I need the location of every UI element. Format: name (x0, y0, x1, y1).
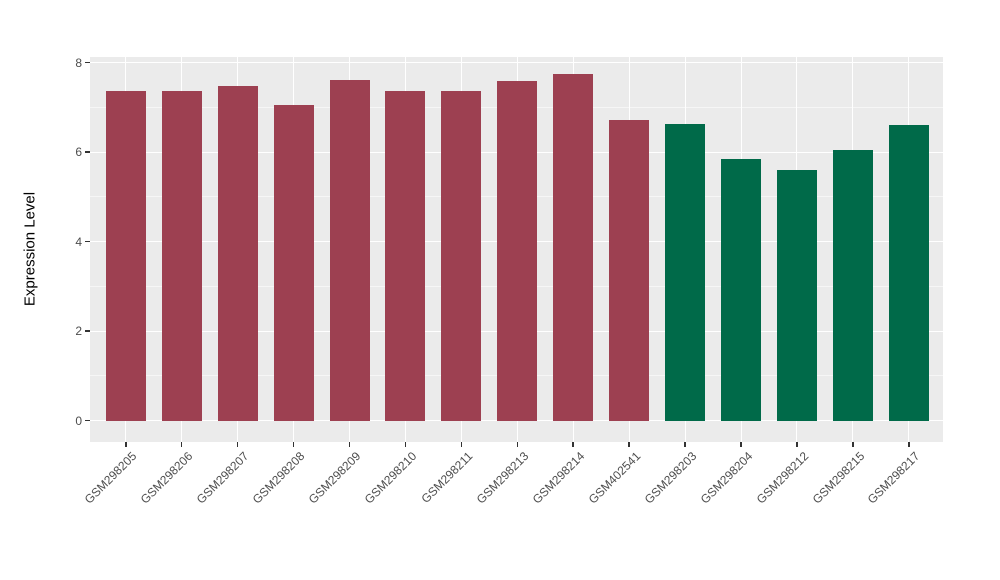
bar-GSM298207 (217, 85, 258, 422)
x-tick-label-GSM298206: GSM298206 (138, 449, 196, 507)
x-tick-label-GSM298217: GSM298217 (865, 449, 923, 507)
bar-GSM298217 (888, 125, 929, 422)
x-tick-mark-GSM298213 (516, 442, 519, 447)
bar-GSM298211 (441, 91, 482, 422)
x-tick-mark-GSM298210 (404, 442, 407, 447)
x-tick-label-GSM298213: GSM298213 (473, 449, 532, 507)
bar-GSM298214 (553, 74, 594, 422)
bar-GSM298205 (105, 90, 146, 422)
y-tick-mark-0 (85, 419, 90, 422)
bar-GSM298210 (385, 90, 426, 422)
bar-GSM298209 (329, 79, 370, 422)
y-tick-mark-8 (85, 61, 90, 64)
x-tick-label-GSM298210: GSM298210 (361, 449, 420, 507)
x-tick-label-GSM298212: GSM298212 (753, 449, 811, 507)
x-tick-mark-GSM298217 (908, 442, 910, 447)
bar-GSM402541 (609, 119, 650, 422)
x-tick-label-GSM402541: GSM402541 (585, 449, 644, 507)
y-axis-title: Expression Level (21, 191, 39, 307)
y-tick-mark-2 (85, 330, 90, 332)
y-tick-label-8: 8 (75, 55, 82, 70)
bar-GSM298213 (497, 80, 538, 422)
gridline-major-y8 (90, 62, 943, 63)
y-tick-label-6: 6 (75, 145, 82, 159)
bar-GSM298208 (273, 105, 314, 422)
x-tick-mark-GSM298203 (684, 442, 686, 447)
x-tick-mark-GSM298215 (852, 442, 854, 447)
x-tick-mark-GSM298208 (292, 442, 295, 447)
x-tick-label-GSM298215: GSM298215 (809, 449, 867, 507)
x-tick-label-GSM298204: GSM298204 (697, 449, 755, 507)
bar-GSM298215 (832, 150, 873, 422)
y-tick-label-2: 2 (75, 324, 82, 338)
x-tick-label-GSM298209: GSM298209 (305, 449, 364, 507)
y-tick-label-4: 4 (75, 234, 82, 249)
x-tick-label-GSM298203: GSM298203 (641, 449, 700, 507)
x-tick-label-GSM298211: GSM298211 (418, 449, 476, 506)
x-tick-label-GSM298214: GSM298214 (529, 449, 588, 507)
bar-GSM298203 (665, 124, 706, 422)
x-tick-mark-GSM298211 (460, 442, 463, 447)
x-tick-label-GSM298207: GSM298207 (194, 449, 252, 507)
x-tick-mark-GSM298204 (740, 442, 742, 447)
bar-GSM298204 (721, 158, 762, 422)
y-tick-label-0: 0 (75, 413, 82, 428)
x-tick-mark-GSM298207 (236, 442, 239, 447)
x-tick-mark-GSM298214 (572, 442, 574, 447)
y-tick-mark-4 (85, 240, 90, 243)
x-tick-mark-GSM298206 (180, 442, 183, 447)
x-tick-label-GSM298205: GSM298205 (82, 449, 140, 507)
x-tick-label-GSM298208: GSM298208 (249, 449, 308, 507)
bar-GSM298212 (776, 169, 817, 422)
y-tick-mark-6 (85, 151, 90, 153)
bar-GSM298206 (161, 91, 202, 422)
x-tick-mark-GSM402541 (628, 442, 630, 447)
x-tick-mark-GSM298205 (125, 442, 127, 447)
x-tick-mark-GSM298212 (796, 442, 798, 447)
x-tick-mark-GSM298209 (348, 442, 351, 447)
